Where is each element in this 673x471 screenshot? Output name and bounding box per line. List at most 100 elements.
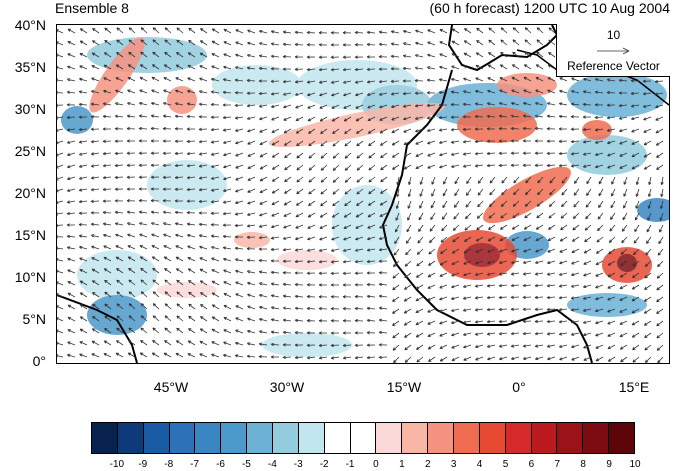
wind-vector [403,296,412,302]
wind-vector [258,247,268,251]
wind-vector [259,293,268,298]
wind-vector [442,188,448,197]
wind-vector [476,27,484,34]
wind-vector [537,188,544,196]
wind-vector [223,304,232,310]
wind-vector [258,224,268,228]
wind-vector [415,296,424,302]
wind-vector [407,212,412,221]
colorbar-tick-label: 9 [606,459,612,470]
wind-vector [595,320,604,325]
wind-vector [67,28,76,34]
wind-vector [584,224,592,231]
wind-vector [140,267,148,274]
wind-vector [271,200,280,205]
wind-vector [116,279,124,286]
wind-vector [175,340,184,346]
wind-vector [510,163,520,167]
wind-vector [57,258,64,262]
wind-vector [296,188,304,195]
wind-vector [454,176,460,185]
wind-vector [512,51,520,58]
wind-vector [186,164,196,168]
wind-vector [416,248,424,255]
wind-vector [395,212,400,221]
wind-vector [318,356,328,360]
wind-vector [391,116,400,121]
wind-vector [210,140,220,144]
wind-vector [595,332,604,337]
wind-vector [595,152,604,157]
wind-vector [295,128,304,134]
wind-vector [115,245,124,250]
wind-vector [571,260,580,265]
wind-vector [356,164,364,171]
wind-vector [511,89,520,94]
wind-vector [535,89,544,94]
wind-vector [596,236,604,243]
wind-vector [187,353,196,358]
wind-vector [295,212,304,218]
wind-vector [392,272,400,279]
wind-vector [343,212,352,218]
wind-vector [498,344,508,348]
wind-vector [583,77,592,82]
wind-vector [319,104,328,109]
wind-vector [522,272,532,276]
wind-vector [486,139,496,143]
wind-vector [57,140,64,145]
wind-vector [547,77,556,82]
wind-vector [294,80,304,84]
wind-vector [139,89,148,94]
wind-vector [534,283,544,288]
wind-vector [175,245,184,250]
wind-vector [174,222,184,226]
wind-vector [296,152,304,159]
wind-vector [439,356,448,362]
wind-vector [570,102,580,106]
wind-vector [427,344,436,350]
plot-title-left: Ensemble 8 [55,0,129,16]
wind-vector [271,140,280,146]
wind-vector [79,77,88,82]
wind-vector [174,163,184,168]
wind-vector [126,210,136,214]
wind-vector [150,139,160,143]
wind-vector [306,331,316,335]
wind-vector [534,114,544,118]
wind-vector [510,331,520,336]
wind-vector [211,65,220,70]
wind-vector [308,200,316,206]
wind-vector [623,176,628,185]
wind-vector [355,236,364,241]
wind-vector [619,296,628,301]
wind-vector [246,66,256,70]
wind-vector [258,236,268,240]
wind-vector [486,163,496,168]
wind-vector [438,128,448,132]
wind-vector [66,246,76,250]
wind-vector [102,151,112,156]
wind-vector [463,344,472,349]
wind-vector [618,78,628,83]
wind-vector [114,222,124,226]
wind-vector [475,52,484,58]
wind-vector [247,29,256,34]
wind-vector [308,188,316,195]
wind-vector [92,316,100,322]
wind-vector [452,224,460,231]
wind-vector [451,296,460,301]
wind-vector [438,103,448,107]
wind-vector [270,330,280,334]
wind-vector [271,164,280,170]
wind-vector [188,303,196,310]
wind-vector [186,199,196,203]
wind-vector [210,102,220,107]
wind-vector [582,140,592,144]
wind-vector [559,89,568,94]
wind-vector [294,355,304,360]
wind-vector [522,319,532,324]
wind-vector [558,114,568,119]
wind-vector [451,164,460,168]
wind-vector [511,76,520,82]
